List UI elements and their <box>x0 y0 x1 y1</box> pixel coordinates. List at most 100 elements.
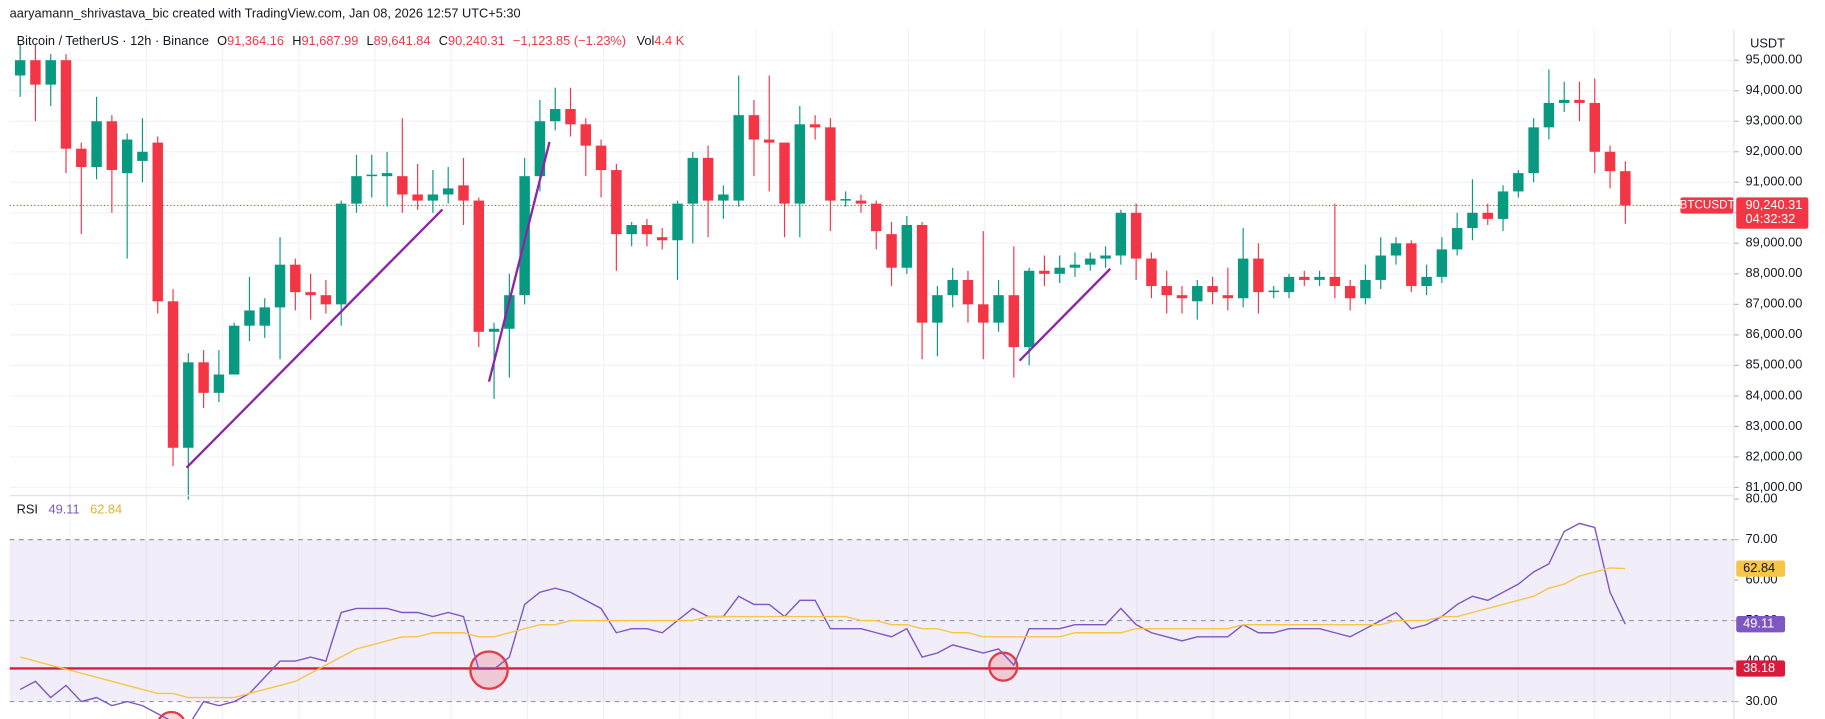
y-tick-label: 86,000.00 <box>1746 326 1803 341</box>
candle-body <box>1268 290 1279 293</box>
candle-body <box>871 203 882 232</box>
value-tag <box>1736 560 1786 577</box>
candle-body <box>779 142 790 204</box>
vertical-grid <box>69 29 1672 719</box>
candle-body <box>91 121 102 168</box>
candle-body <box>259 307 270 326</box>
candle-body <box>1375 255 1386 280</box>
candle-body <box>565 109 576 125</box>
candle-body <box>228 325 240 375</box>
volume-label: Vol <box>637 33 655 48</box>
y-axis-label: USDT <box>1750 36 1785 51</box>
candle-body <box>366 174 377 177</box>
candle-body <box>335 203 347 305</box>
change: −1,123.85 (−1.23%) <box>513 33 626 48</box>
candle-body <box>1574 99 1585 103</box>
trend-line <box>185 208 444 469</box>
candle-body <box>1039 270 1050 274</box>
candle-body <box>1314 276 1325 280</box>
candle-body <box>1390 243 1402 256</box>
candle-body <box>1161 286 1172 296</box>
rsi-title: RSI <box>17 502 38 517</box>
value-tag <box>1736 660 1786 677</box>
y-tick-label: 83,000.00 <box>1746 418 1803 433</box>
candle-body <box>1421 276 1432 287</box>
ohlc-key: O <box>217 33 227 48</box>
rsi-line <box>19 567 1626 699</box>
candle-body <box>1192 286 1203 302</box>
candle-body <box>152 142 163 302</box>
candle-body <box>1406 243 1417 287</box>
candle-body <box>549 109 561 122</box>
candle-body <box>1467 212 1478 229</box>
candle-body <box>1176 295 1188 299</box>
trend-line <box>1018 267 1112 362</box>
candle-body <box>167 301 179 448</box>
candle-body <box>1283 276 1295 293</box>
candle-body <box>886 234 897 268</box>
rsi-ma-value: 62.84 <box>90 502 122 517</box>
candle-body <box>993 295 1004 323</box>
candle-body <box>1528 127 1539 174</box>
candle-body <box>290 264 301 293</box>
rsi-legend: RSI 49.11 62.84 <box>17 502 122 517</box>
candle-body <box>794 124 806 204</box>
candle-body <box>1253 258 1264 293</box>
candle-body <box>855 200 867 204</box>
ohlc-value: 89,641.84 <box>374 33 431 48</box>
candle-body <box>351 176 362 204</box>
annotation-circle <box>988 651 1019 682</box>
ohlc-key: C <box>439 33 448 48</box>
volume: 4.4 K <box>654 33 684 48</box>
candle-body <box>14 60 26 76</box>
candle-body <box>1069 264 1081 268</box>
annotation-circle <box>469 650 509 690</box>
candle-body <box>1604 151 1616 172</box>
y-tick-label: 95,000.00 <box>1746 52 1803 67</box>
candle-body <box>1054 267 1065 274</box>
candle-body <box>1482 212 1493 219</box>
y-tick-label: 89,000.00 <box>1746 235 1803 250</box>
candle-body <box>1513 173 1524 192</box>
candle-body <box>962 279 974 305</box>
candle-body <box>76 148 87 168</box>
candle-body <box>519 176 530 296</box>
y-tick-label: 88,000.00 <box>1746 265 1803 280</box>
candle-body <box>473 200 485 332</box>
candle-body <box>916 224 928 323</box>
candle-body <box>1237 258 1249 299</box>
ticker-tag-label: BTCUSDT <box>1680 199 1735 212</box>
legend: Bitcoin / TetherUS · 12h · Binance O91,3… <box>17 33 685 48</box>
candle-body <box>611 170 622 235</box>
candle-body <box>1008 295 1020 348</box>
candle-body <box>305 292 316 296</box>
candle-body <box>825 127 836 201</box>
candle-body <box>427 194 439 201</box>
candle-body <box>274 264 286 308</box>
candle-body <box>1299 276 1310 280</box>
ohlc-key: H <box>292 33 301 48</box>
candle-body <box>30 60 41 85</box>
candle-body <box>733 115 744 201</box>
candle-body <box>932 295 943 323</box>
y-tick-label: 84,000.00 <box>1746 387 1803 402</box>
ohlc-value: 91,364.16 <box>227 33 284 48</box>
candle-body <box>656 237 668 241</box>
y-tick-label: 80.00 <box>1746 490 1778 505</box>
candle-body <box>412 194 423 201</box>
y-tick-label: 92,000.00 <box>1746 143 1803 158</box>
y-tick-label: 91,000.00 <box>1746 174 1803 189</box>
y-tick-label: 82,000.00 <box>1746 448 1803 463</box>
candle-body <box>748 115 760 140</box>
candle-body <box>244 310 255 326</box>
ohlc-value: 90,240.31 <box>448 33 505 48</box>
candle-body <box>947 279 958 296</box>
value-tag-label: 62.84 <box>1743 560 1775 575</box>
candle-body <box>702 157 714 201</box>
y-tick-label: 81,000.00 <box>1746 479 1803 494</box>
candle-body <box>60 60 72 149</box>
candle-body <box>1589 102 1600 152</box>
candle-body <box>1344 286 1356 299</box>
